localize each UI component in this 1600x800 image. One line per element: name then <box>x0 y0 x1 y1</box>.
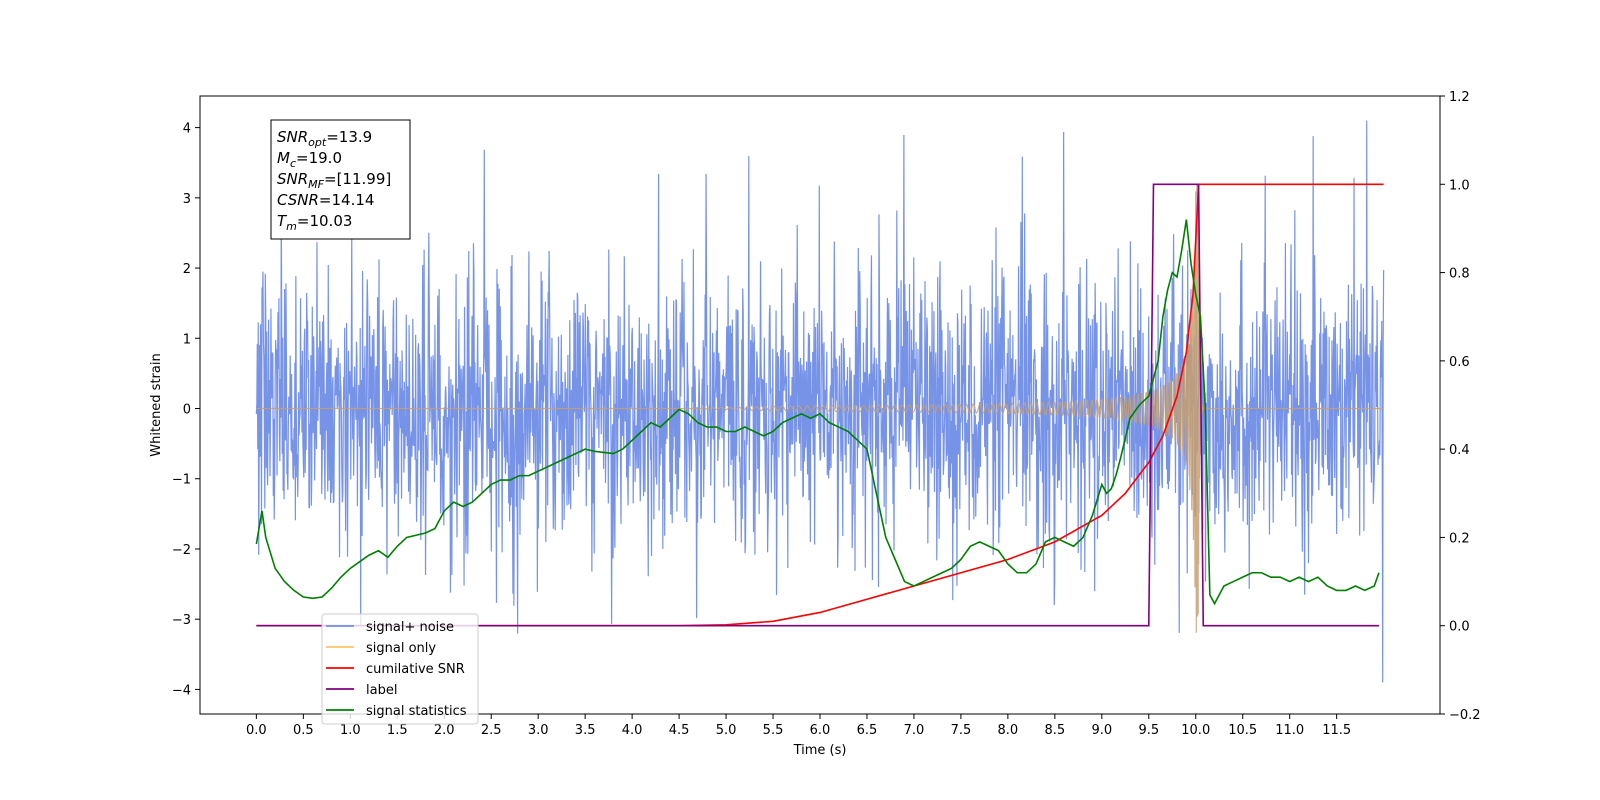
info-box: SNRopt=13.9Mc=19.0SNRMF=[11.99]CSNR=14.1… <box>270 119 411 240</box>
y-tick-label: 0 <box>183 403 191 418</box>
x-tick-label: 1.0 <box>340 723 361 738</box>
info-box-row: SNRopt=13.9 <box>277 128 372 149</box>
info-box-row: Tm=10.03 <box>277 212 352 233</box>
x-tick-label: 9.5 <box>1138 723 1159 738</box>
y-tick-label: −4 <box>172 683 191 698</box>
x-tick-label: 10.5 <box>1228 723 1257 738</box>
cumulative-snr-line <box>256 183 1384 627</box>
x-tick-label: 11.0 <box>1275 723 1304 738</box>
series-signal-only <box>256 184 1384 633</box>
x-tick-label: 9.0 <box>1091 723 1112 738</box>
y-tick-label: 3 <box>183 192 191 207</box>
y-tick-label: 2 <box>183 262 191 277</box>
signal-statistics-line <box>255 219 1380 606</box>
x-tick-label: 8.0 <box>998 723 1019 738</box>
x-tick-label: 1.5 <box>387 723 408 738</box>
x-tick-label: 6.0 <box>810 723 831 738</box>
x-tick-label: 4.5 <box>669 723 690 738</box>
y-tick-label: 1 <box>183 332 191 347</box>
y2-tick-label: 0.0 <box>1449 620 1470 635</box>
legend-frame <box>321 613 479 725</box>
x-tick-label: 0.5 <box>293 723 314 738</box>
x-tick-label: 4.0 <box>622 723 643 738</box>
info-box-row: CSNR=14.14 <box>277 191 374 209</box>
legend-label: signal+ noise <box>366 620 454 635</box>
info-box-frame <box>270 119 411 240</box>
legend-label: signal only <box>366 641 436 656</box>
x-tick-label: 8.5 <box>1045 723 1066 738</box>
y-tick-label: −3 <box>172 613 191 628</box>
info-box-row: SNRMF=[11.99] <box>277 170 391 191</box>
x-tick-label: 7.0 <box>904 723 925 738</box>
legend-label: signal statistics <box>366 704 467 719</box>
x-tick-label: 2.0 <box>434 723 455 738</box>
x-axis-label: Time (s) <box>793 743 847 758</box>
y2-tick-label: 0.6 <box>1449 355 1470 370</box>
y2-tick-label: 0.8 <box>1449 267 1470 282</box>
legend-label: cumilative SNR <box>366 662 465 677</box>
series-right-axis-lines <box>255 183 1384 627</box>
y-axis-right: −0.2 0.0 0.2 0.4 0.6 0.8 1.0 1.2 <box>1440 90 1481 723</box>
legend: signal+ noise signal only cumilative SNR la… <box>321 613 479 725</box>
y-tick-label: −2 <box>172 543 191 558</box>
signal-only-line <box>256 184 1384 633</box>
x-axis: 0.0 0.5 1.0 1.5 2.0 2.5 3.0 3.5 4.0 4.5 5.0 5.5 6.0 6… <box>246 714 1351 738</box>
x-tick-label: 2.5 <box>481 723 502 738</box>
x-tick-label: 3.0 <box>528 723 549 738</box>
x-tick-label: 7.5 <box>951 723 972 738</box>
y2-tick-label: 0.2 <box>1449 531 1470 546</box>
y2-tick-label: 0.4 <box>1449 443 1470 458</box>
x-tick-label: 10.0 <box>1181 723 1210 738</box>
info-box-row: Mc=19.0 <box>277 149 342 170</box>
x-tick-label: 11.5 <box>1322 723 1351 738</box>
y2-tick-label: 1.0 <box>1449 178 1470 193</box>
y-tick-label: −1 <box>172 473 191 488</box>
y2-tick-label: 1.2 <box>1449 90 1470 105</box>
x-tick-label: 5.5 <box>763 723 784 738</box>
label-line <box>256 183 1379 627</box>
x-tick-label: 3.5 <box>575 723 596 738</box>
y-axis-label: Whitened strain <box>149 353 164 456</box>
y2-tick-label: −0.2 <box>1449 708 1481 723</box>
legend-label: label <box>366 683 397 698</box>
y-axis-left: −4 −3 −2 −1 0 1 2 3 4 <box>172 122 200 698</box>
x-tick-label: 0.0 <box>246 723 267 738</box>
x-tick-label: 5.0 <box>716 723 737 738</box>
x-tick-label: 6.5 <box>857 723 878 738</box>
y-tick-label: 4 <box>183 122 191 137</box>
